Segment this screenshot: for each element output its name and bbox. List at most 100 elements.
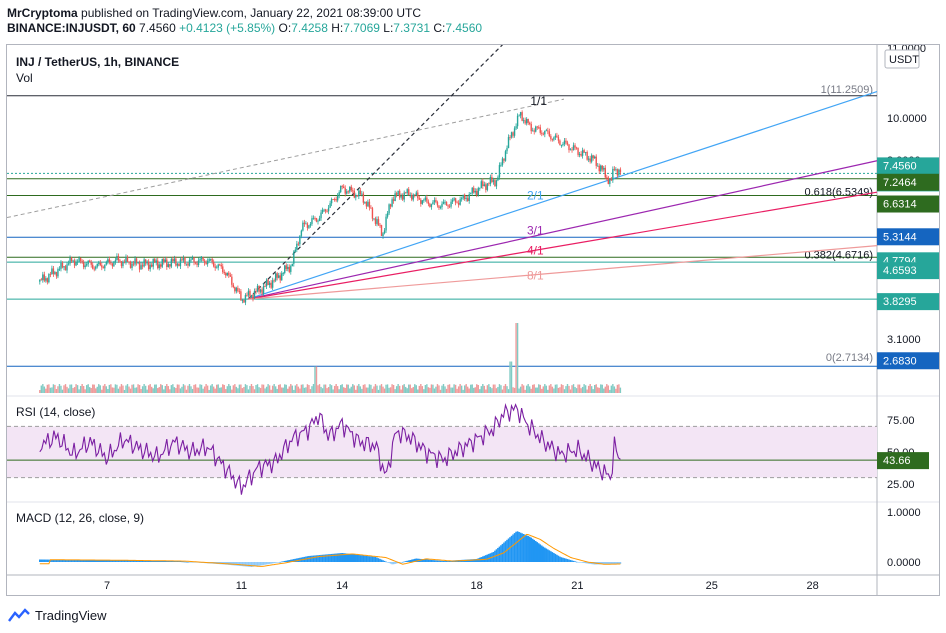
volume-bar	[212, 386, 215, 393]
macd-histogram-bar	[521, 533, 523, 562]
volume-bar	[432, 384, 434, 393]
price-candle	[430, 204, 433, 207]
volume-bar	[205, 384, 207, 393]
price-candle	[40, 279, 43, 281]
price-candle	[84, 265, 86, 268]
macd-histogram-bar	[252, 562, 254, 567]
macd-histogram-bar	[374, 556, 377, 562]
rsi-axis-tick: 75.00	[887, 415, 915, 427]
volume-bar	[590, 386, 593, 393]
macd-histogram-bar	[436, 560, 439, 562]
macd-histogram-bar	[43, 559, 46, 562]
volume-bar	[90, 388, 92, 393]
volume-bar	[459, 384, 461, 393]
price-candle	[172, 259, 174, 262]
volume-bar	[169, 389, 171, 393]
price-candle	[303, 222, 306, 225]
price-candle	[362, 193, 365, 203]
macd-histogram-bar	[102, 559, 105, 562]
volume-bar	[329, 384, 331, 393]
price-candle	[324, 209, 327, 212]
macd-histogram-bar	[51, 559, 53, 562]
volume-bar	[445, 388, 448, 393]
macd-histogram-bar	[565, 558, 567, 562]
macd-histogram-bar	[159, 560, 162, 562]
volume-bar	[362, 384, 365, 393]
price-candle	[512, 132, 514, 136]
price-candle	[513, 128, 516, 136]
volume-bar	[512, 387, 514, 393]
symbol-name[interactable]: BINANCE:INJUSDT, 60	[7, 21, 136, 35]
macd-histogram-bar	[108, 560, 111, 562]
price-candle	[355, 195, 357, 198]
macd-histogram-bar	[190, 562, 192, 563]
price-candle	[391, 199, 393, 207]
macd-histogram-bar	[577, 562, 579, 563]
macd-histogram-bar	[128, 560, 130, 562]
macd-histogram-bar	[249, 562, 251, 567]
macd-histogram-bar	[471, 559, 474, 562]
volume-bar	[424, 385, 427, 393]
author-name[interactable]: MrCryptoma	[7, 6, 78, 20]
price-badge-label: 7.2464	[883, 177, 917, 189]
price-candle	[341, 185, 343, 187]
price-candle	[281, 273, 283, 281]
volume-bar	[131, 384, 133, 393]
volume-bar	[571, 385, 573, 393]
volume-bar	[55, 389, 58, 393]
volume-bar	[150, 386, 153, 393]
price-candle	[538, 127, 540, 129]
price-badge-label: 6.6314	[883, 199, 917, 211]
volume-bar	[164, 385, 166, 393]
volume-bar	[234, 384, 236, 393]
rsi-value-badge	[877, 452, 929, 470]
price-candle	[191, 257, 194, 260]
volume-bar	[355, 389, 357, 393]
publish-info: MrCryptoma published on TradingView.com,…	[7, 6, 421, 21]
price-badge	[877, 195, 939, 213]
volume-bar	[228, 384, 230, 393]
price-candle	[135, 258, 138, 264]
price-candle	[321, 209, 324, 213]
price-candle	[445, 201, 448, 206]
price-candle	[173, 258, 176, 262]
volume-bar	[524, 389, 526, 393]
price-candle	[157, 260, 159, 269]
tradingview-logo-icon[interactable]	[8, 608, 30, 622]
price-candle	[144, 259, 147, 264]
macd-histogram-bar	[259, 562, 262, 566]
volume-bar	[380, 384, 383, 393]
macd-histogram-bar	[569, 559, 572, 562]
price-candle	[288, 266, 290, 272]
volume-bar	[510, 361, 513, 393]
volume-bar	[46, 384, 49, 393]
macd-histogram-bar	[143, 560, 145, 562]
price-candle	[149, 264, 151, 270]
macd-histogram-bar	[286, 560, 289, 562]
volume-bar	[405, 386, 407, 393]
macd-histogram-bar	[253, 562, 256, 567]
volume-bar	[346, 384, 348, 393]
macd-axis-tick: 1.0000	[887, 507, 921, 519]
macd-histogram-bar	[604, 562, 607, 565]
volume-bar	[409, 384, 411, 393]
price-candle	[432, 202, 434, 205]
chart-container[interactable]: 1(11.2509) 0.618(6.5349) 0.382(4.6716) 0(2.…	[6, 44, 940, 596]
price-candle	[554, 135, 557, 138]
macd-histogram-bar	[544, 547, 546, 562]
macd-histogram-bar	[70, 559, 73, 562]
volume-bar	[161, 385, 163, 393]
price-candle	[542, 133, 544, 135]
price-badge-label: 5.3144	[883, 231, 917, 243]
volume-bar	[525, 385, 528, 393]
volume-bar	[173, 387, 176, 393]
footer-brand[interactable]: TradingView	[35, 607, 107, 623]
price-candle	[259, 289, 262, 292]
price-candle	[187, 263, 189, 266]
macd-histogram-bar	[531, 538, 534, 562]
price-candle	[459, 199, 461, 205]
chart-canvas[interactable]: 1(11.2509) 0.618(6.5349) 0.382(4.6716) 0(2.…	[7, 45, 939, 595]
volume-bar	[114, 384, 117, 393]
macd-histogram-bar	[537, 543, 540, 562]
price-candle	[429, 203, 431, 207]
